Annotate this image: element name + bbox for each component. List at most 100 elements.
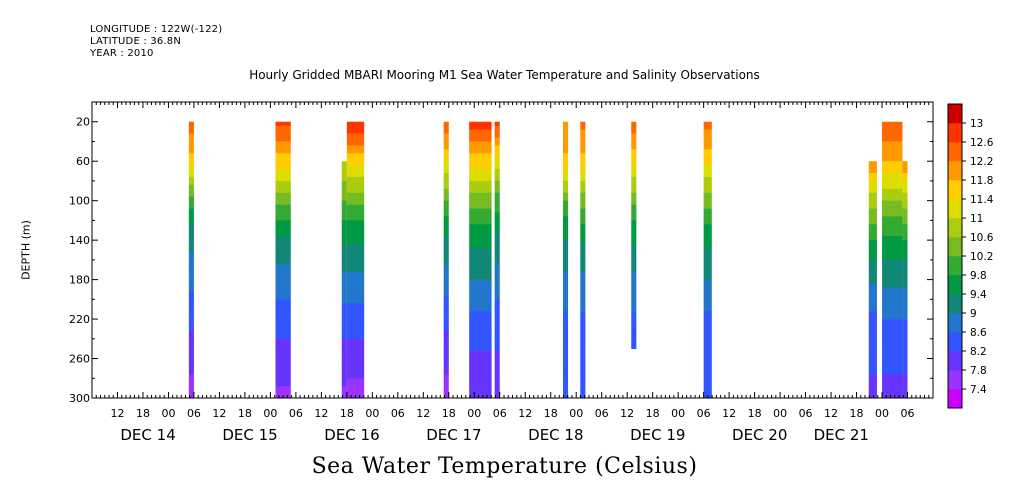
temperature-cell [703, 338, 712, 344]
temperature-cell [902, 224, 908, 229]
temperature-cell [275, 275, 291, 280]
temperature-cell [562, 153, 569, 158]
temperature-cell [580, 192, 586, 198]
temperature-cell [868, 378, 877, 383]
temperature-cell [562, 338, 569, 344]
temperature-cell [703, 366, 712, 371]
temperature-cell [275, 326, 291, 332]
temperature-cell [494, 240, 500, 245]
temperature-cell [868, 362, 877, 367]
temperature-cell [703, 251, 712, 257]
temperature-cell [188, 259, 194, 265]
temperature-cell [631, 180, 637, 186]
temperature-cell [631, 200, 637, 205]
temperature-cell [868, 366, 877, 371]
temperature-cell [469, 161, 492, 166]
temperature-cell [346, 165, 365, 170]
temperature-cell [902, 228, 908, 233]
temperature-cell [562, 176, 569, 182]
temperature-cell [494, 358, 500, 363]
temperature-cell [703, 315, 712, 320]
temperature-cell [882, 184, 903, 190]
temperature-cell [868, 382, 877, 387]
temperature-cell [275, 263, 291, 269]
temperature-cell [188, 176, 194, 182]
temperature-cell [443, 291, 449, 296]
temperature-cell [188, 338, 194, 344]
temperature-cell [469, 334, 492, 340]
temperature-cell [275, 153, 291, 158]
temperature-cell [631, 334, 637, 340]
temperature-cell [188, 334, 194, 340]
temperature-cell [868, 232, 877, 237]
temperature-cell [275, 157, 291, 162]
temperature-cell [902, 334, 908, 340]
temperature-cell [469, 224, 492, 229]
temperature-cell [494, 382, 500, 387]
temperature-cell [188, 275, 194, 280]
temperature-cell [341, 350, 347, 355]
colorbar-swatch [948, 123, 962, 143]
temperature-cell [902, 311, 908, 316]
temperature-cell [341, 374, 347, 379]
temperature-cell [346, 184, 365, 190]
x-tick-label: 12 [416, 407, 430, 420]
temperature-cell [562, 390, 569, 395]
temperature-cell [703, 157, 712, 162]
x-tick-label: 18 [850, 407, 864, 420]
temperature-cell [902, 330, 908, 336]
temperature-cell [494, 125, 500, 130]
temperature-cell [868, 196, 877, 201]
temperature-cell [882, 370, 903, 375]
temperature-cell [341, 326, 347, 332]
temperature-cell [882, 358, 903, 363]
x-day-label: DEC 19 [630, 426, 685, 444]
temperature-cell [188, 157, 194, 162]
temperature-cell [469, 216, 492, 221]
temperature-cell [188, 271, 194, 276]
temperature-cell [868, 220, 877, 225]
temperature-cell [275, 125, 291, 130]
temperature-cell [341, 180, 347, 186]
temperature-cell [443, 145, 449, 150]
temperature-cell [868, 184, 877, 190]
temperature-cell [346, 188, 365, 194]
temperature-cell [882, 224, 903, 229]
temperature-cell [469, 200, 492, 205]
temperature-cell [868, 303, 877, 308]
colorbar-label: 9 [970, 308, 977, 320]
temperature-cell [580, 200, 586, 205]
temperature-cell [902, 161, 908, 166]
temperature-cell [868, 311, 877, 316]
temperature-cell [868, 192, 877, 198]
temperature-cell [882, 374, 903, 379]
temperature-cell [346, 141, 365, 146]
temperature-cell [494, 350, 500, 355]
temperature-cell [341, 319, 347, 324]
colorbar-swatch [948, 313, 962, 333]
temperature-cell [902, 212, 908, 217]
temperature-cell [562, 220, 569, 225]
temperature-cell [703, 121, 712, 126]
temperature-cell [494, 228, 500, 233]
temperature-cell [469, 129, 492, 134]
temperature-cell [631, 275, 637, 280]
temperature-cell [188, 354, 194, 359]
temperature-cell [868, 354, 877, 359]
temperature-cell [275, 370, 291, 375]
temperature-cell [703, 208, 712, 213]
temperature-cell [703, 244, 712, 249]
temperature-cell [902, 303, 908, 308]
temperature-cell [346, 232, 365, 237]
temperature-cell [902, 275, 908, 280]
temperature-cell [868, 275, 877, 280]
data-column-11 [703, 121, 712, 399]
temperature-cell [882, 141, 903, 146]
temperature-cell [469, 323, 492, 328]
temperature-cell [275, 200, 291, 205]
temperature-cell [275, 311, 291, 316]
temperature-cell [494, 370, 500, 375]
temperature-cell [346, 263, 365, 269]
temperature-cell [188, 295, 194, 300]
temperature-cell [580, 216, 586, 221]
